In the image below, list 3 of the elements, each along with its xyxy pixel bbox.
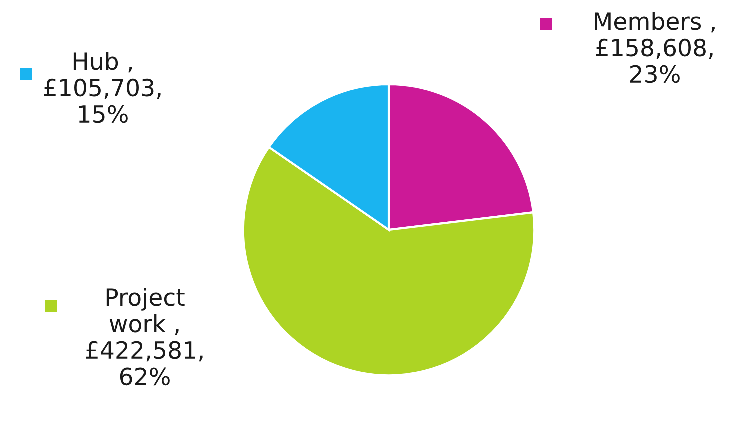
legend-label: Project work , £422,581, 62% (86, 288, 203, 386)
legend-label: Members , £158,608, 23% (595, 12, 715, 84)
legend-label: Hub , £105,703, 15% (44, 52, 161, 124)
